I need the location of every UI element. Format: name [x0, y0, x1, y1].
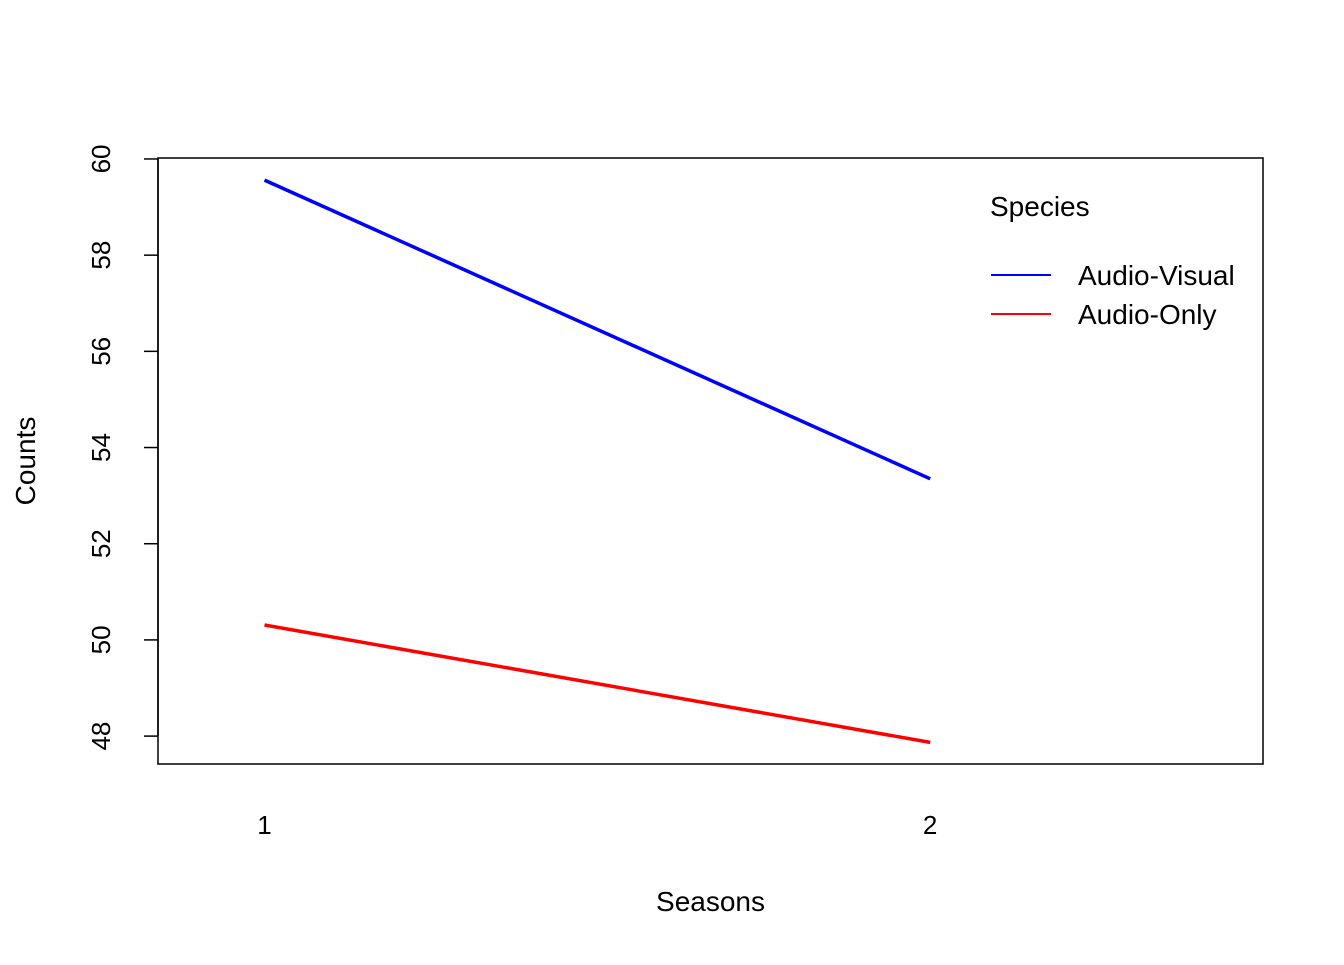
y-tick-label: 50 [86, 625, 116, 654]
axes: 48 50 52 54 56 58 60 1 2 Seasons Counts [10, 145, 1264, 917]
legend-title: Species [990, 191, 1090, 222]
y-tick-label: 56 [86, 337, 116, 366]
x-axis-label: Seasons [656, 886, 765, 917]
x-tick-label: 2 [923, 810, 937, 840]
plot-frame [157, 157, 1264, 765]
series-line-audio-visual [263, 178, 931, 481]
legend: Species Audio-Visual Audio-Only [990, 191, 1235, 330]
legend-label: Audio-Only [1078, 299, 1217, 330]
series-line-audio-only [264, 623, 931, 745]
x-tick-label: 1 [257, 810, 271, 840]
y-tick-label: 48 [86, 722, 116, 751]
series-layer [263, 178, 931, 745]
y-tick-label: 54 [86, 433, 116, 462]
y-axis-label: Counts [10, 417, 41, 506]
y-tick-label: 60 [86, 145, 116, 174]
legend-label: Audio-Visual [1078, 260, 1235, 291]
y-tick-label: 52 [86, 529, 116, 558]
y-tick-label: 58 [86, 241, 116, 270]
